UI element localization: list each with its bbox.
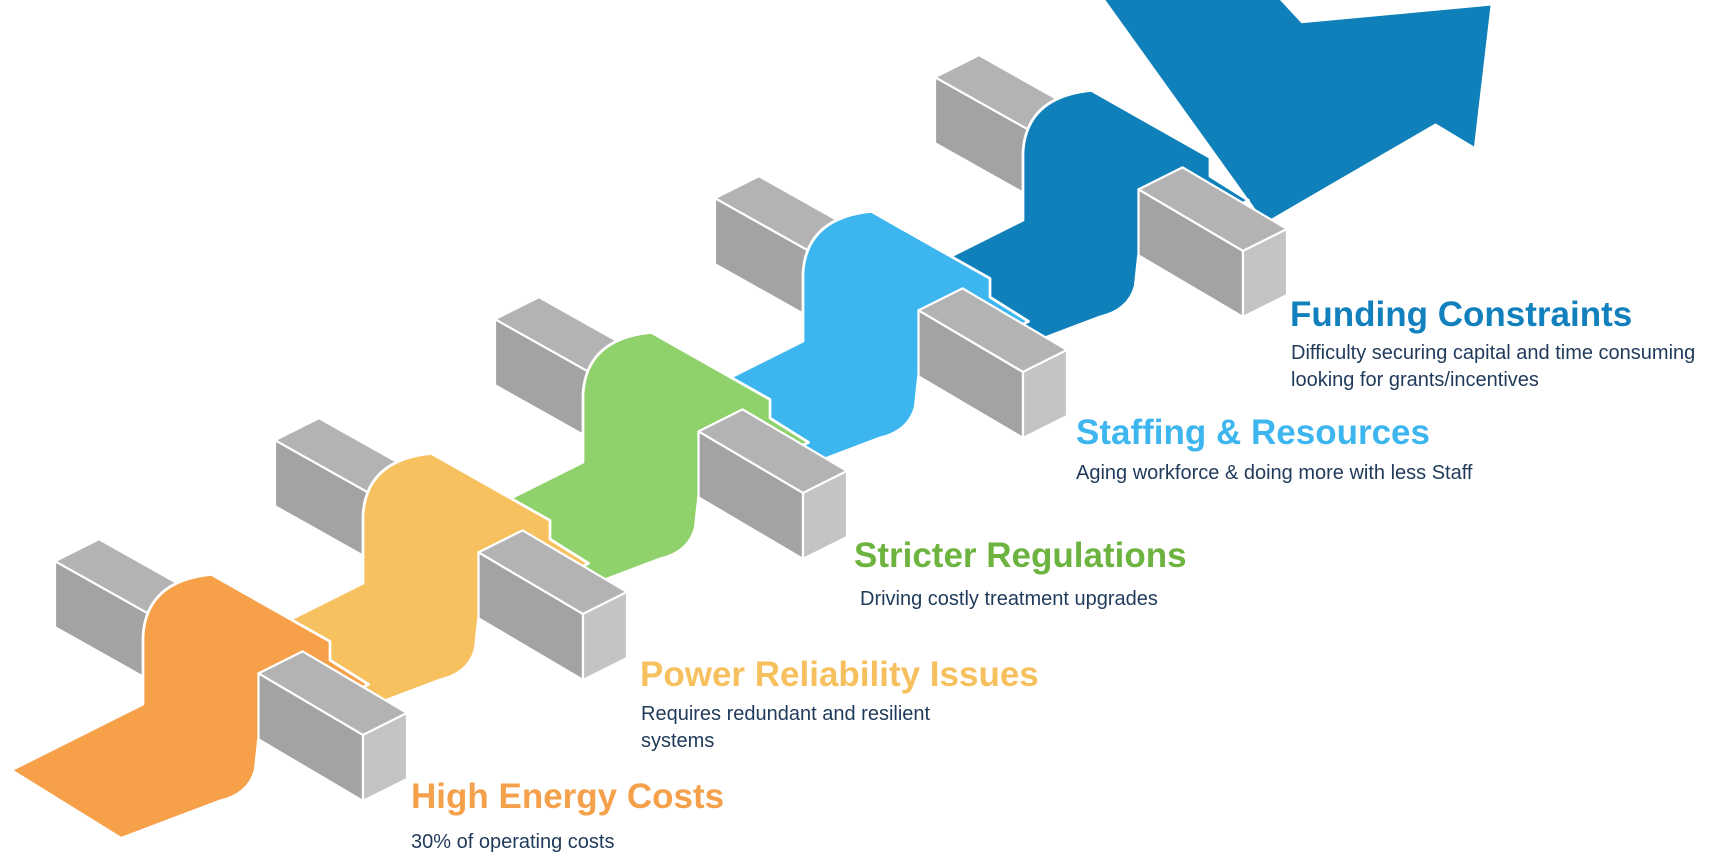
page: High Energy Costs 30% of operating costs… xyxy=(0,0,1716,855)
step-description: Driving costly treatment upgrades xyxy=(860,586,1158,613)
step-description: Requires redundant and resilient systems xyxy=(641,701,1001,755)
step-title: Power Reliability Issues xyxy=(640,656,1039,694)
step-description: Aging workforce & doing more with less S… xyxy=(1076,460,1472,487)
step-title: Staffing & Resources xyxy=(1076,414,1430,452)
step-title: High Energy Costs xyxy=(411,778,724,816)
step-title: Stricter Regulations xyxy=(854,537,1187,575)
step-description: Difficulty securing capital and time con… xyxy=(1291,340,1706,394)
step-description: 30% of operating costs xyxy=(411,831,614,853)
step-title: Funding Constraints xyxy=(1290,296,1632,334)
